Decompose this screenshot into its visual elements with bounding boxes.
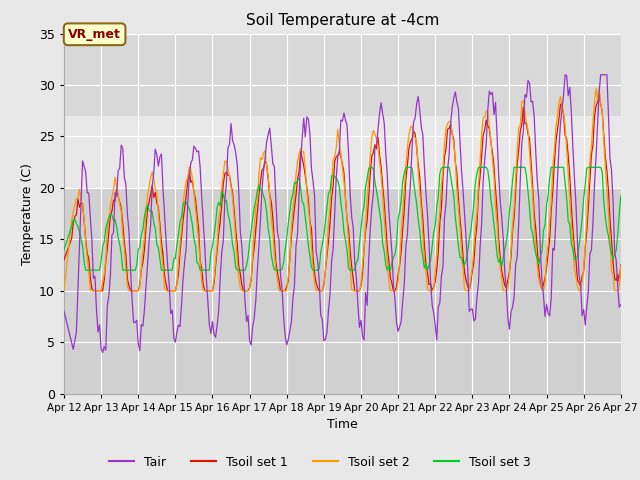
Y-axis label: Temperature (C): Temperature (C): [20, 163, 33, 264]
Bar: [64, 34, 621, 116]
Legend: Tair, Tsoil set 1, Tsoil set 2, Tsoil set 3: Tair, Tsoil set 1, Tsoil set 2, Tsoil se…: [104, 451, 536, 474]
X-axis label: Time: Time: [327, 418, 358, 431]
Bar: [64, 116, 621, 188]
Bar: [64, 188, 621, 394]
Title: Soil Temperature at -4cm: Soil Temperature at -4cm: [246, 13, 439, 28]
Text: VR_met: VR_met: [68, 28, 121, 41]
